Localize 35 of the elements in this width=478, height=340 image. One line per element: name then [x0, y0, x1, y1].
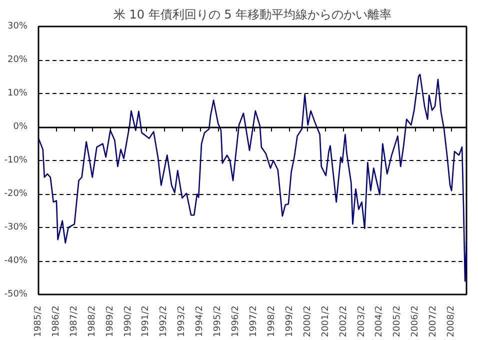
x-tick-label: 2007/2 [428, 305, 439, 338]
y-tick-label: 0% [13, 122, 28, 132]
line-series [38, 74, 466, 282]
x-tick-label: 1995/2 [213, 305, 224, 338]
y-tick-label: 10% [7, 88, 28, 98]
y-tick-label: -20% [4, 189, 28, 199]
y-tick-label: 20% [7, 55, 28, 65]
x-tick-label: 1993/2 [177, 305, 188, 338]
x-tick-label: 1986/2 [51, 305, 62, 338]
x-tick-label: 1997/2 [249, 305, 260, 338]
x-tick-label: 2008/2 [446, 305, 457, 338]
x-tick-label: 1999/2 [284, 305, 295, 338]
y-tick-label: -30% [4, 222, 28, 232]
x-tick-label: 1994/2 [195, 305, 206, 338]
x-tick-label: 2002/2 [338, 305, 349, 338]
x-tick-label: 2006/2 [410, 305, 421, 338]
x-tick-label: 1989/2 [105, 305, 116, 338]
x-tick-label: 2004/2 [374, 305, 385, 338]
x-tick-label: 1990/2 [123, 305, 134, 338]
y-tick-label: -10% [4, 156, 28, 166]
x-tick-label: 2005/2 [392, 305, 403, 338]
x-tick-label: 1985/2 [34, 305, 44, 338]
x-tick-label: 1992/2 [159, 305, 170, 338]
x-tick-label: 2000/2 [302, 305, 313, 338]
y-tick-label: -40% [4, 256, 28, 266]
x-tick-label: 1988/2 [87, 305, 98, 338]
y-tick-label: 30% [7, 22, 28, 32]
x-tick-label: 1996/2 [231, 305, 242, 338]
x-tick-label: 1987/2 [69, 305, 80, 338]
x-tick-label: 1998/2 [266, 305, 277, 338]
chart-title: 米 10 年債利回りの 5 年移動平均線からのかい離率 [113, 8, 392, 22]
x-tick-label: 2003/2 [356, 305, 367, 338]
x-tick-label: 1991/2 [141, 305, 152, 338]
y-tick-label: -50% [4, 290, 28, 300]
x-tick-label: 2001/2 [320, 305, 331, 338]
